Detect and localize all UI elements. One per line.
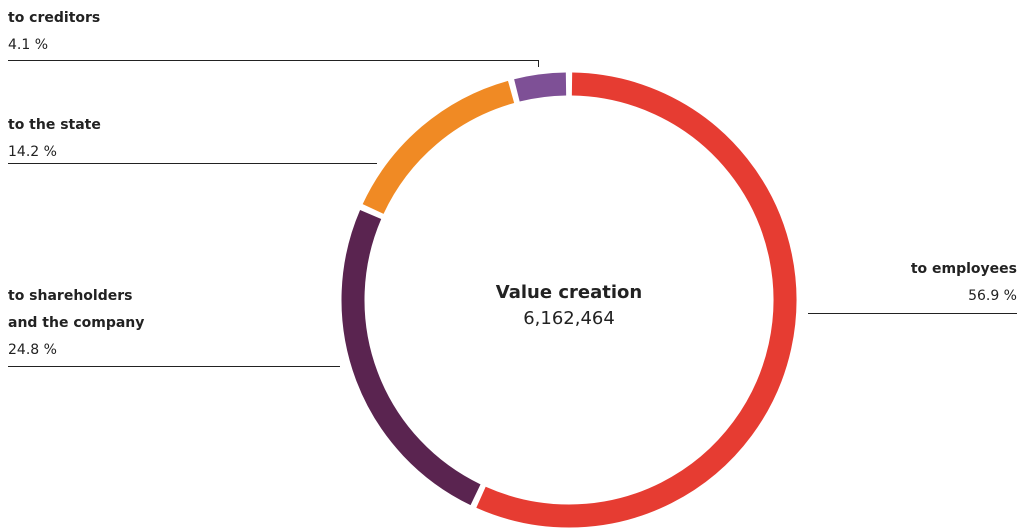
category-label: to creditors bbox=[8, 10, 101, 26]
donut-segment bbox=[362, 80, 515, 214]
donut-segment bbox=[341, 209, 481, 506]
donut-segment bbox=[476, 72, 797, 528]
donut-segment bbox=[514, 72, 567, 102]
segment-label: to the state 14.2 % bbox=[8, 112, 101, 166]
value-label: 4.1 % bbox=[8, 37, 49, 53]
value-label: 24.8 % bbox=[8, 342, 57, 358]
value-label: 14.2 % bbox=[8, 144, 57, 160]
segment-label: to shareholders and the company 24.8 % bbox=[8, 283, 144, 364]
leader-line bbox=[8, 60, 539, 67]
segment-label: to creditors 4.1 % bbox=[8, 5, 100, 59]
center-label: Value creation bbox=[495, 282, 643, 303]
center: Value creation 6,162,464 bbox=[469, 280, 669, 332]
center-value: 6,162,464 bbox=[523, 308, 615, 329]
value-label: 56.9 % bbox=[968, 288, 1017, 304]
category-label: to shareholders and the company bbox=[8, 288, 145, 331]
segment-label: to employees 56.9 % bbox=[911, 256, 1017, 310]
category-label: to employees bbox=[910, 261, 1017, 277]
category-label: to the state bbox=[8, 117, 101, 133]
leader-lines bbox=[8, 60, 1017, 367]
